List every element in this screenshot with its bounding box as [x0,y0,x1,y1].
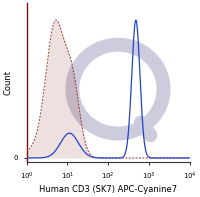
Y-axis label: Count: Count [3,70,12,95]
X-axis label: Human CD3 (SK7) APC-Cyanine7: Human CD3 (SK7) APC-Cyanine7 [39,185,177,193]
